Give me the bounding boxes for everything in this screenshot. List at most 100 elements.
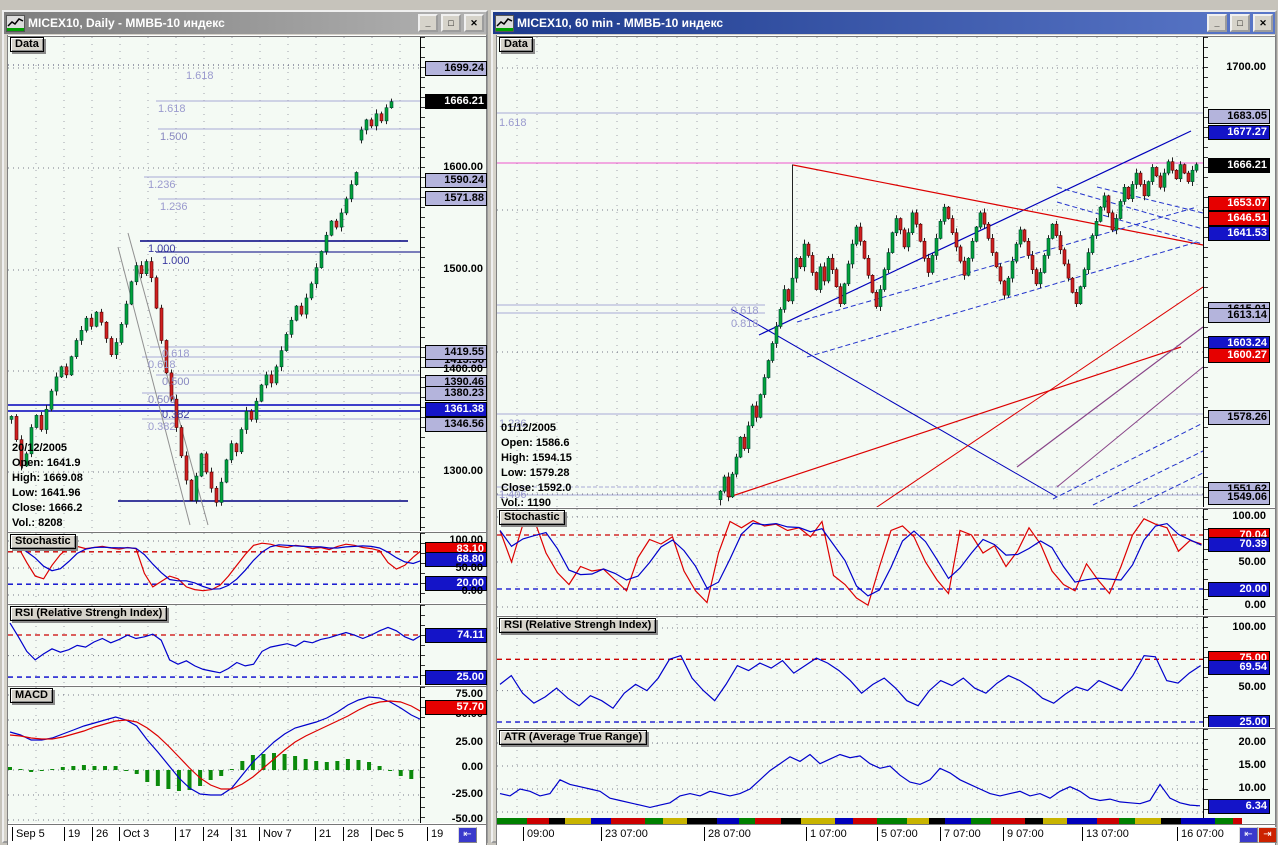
plot-rsi[interactable] <box>497 617 1203 732</box>
scale-label: 70.39 <box>1208 537 1270 552</box>
time-axis-tick: 23 07:00 <box>601 827 648 841</box>
pane-main: 1.618 1.618 1.500 1.236 1.236 1.000 1.000 0.618… <box>8 36 487 531</box>
time-axis-tick: Nov 7 <box>259 827 292 841</box>
fib-label: 0.382 <box>162 409 190 421</box>
ohlc-info: 01/12/2005 Open: 1586.6 High: 1594.15 Lo… <box>501 422 572 509</box>
session-segment <box>497 818 527 824</box>
chart-window-60min[interactable]: MICEX10, 60 min - ММВБ-10 индекс _ □ ✕ D… <box>491 10 1277 845</box>
titlebar-60min[interactable]: MICEX10, 60 min - ММВБ-10 индекс _ □ ✕ <box>493 12 1275 34</box>
scale-label: 1683.05 <box>1208 109 1270 124</box>
time-axis-tick: 19 <box>427 827 443 841</box>
scale-label: 1346.56 <box>425 417 487 432</box>
session-segment <box>687 818 717 824</box>
fib-label: 0.618 <box>731 305 759 317</box>
scale-label: 1571.88 <box>425 191 487 206</box>
time-axis-tick: 09:00 <box>523 827 555 841</box>
fib-label: 0.382 <box>148 421 176 433</box>
session-segment <box>611 818 645 824</box>
scale-label: 1300.00 <box>443 465 483 477</box>
scale-label: 20.00 <box>1238 736 1266 748</box>
time-axis-tick: 16 07:00 <box>1177 827 1224 841</box>
scale-label: 0.00 <box>461 761 483 773</box>
axis-scroll-button[interactable]: ⇥ <box>1258 827 1277 843</box>
axis-scroll-button[interactable]: ⇤ <box>1239 827 1258 843</box>
chart-client-area-daily[interactable]: Data 1.618 1.618 1.500 1.236 1.236 1.000 1.000 0… <box>7 35 487 845</box>
fib-label: 1.618 <box>158 103 186 115</box>
fib-label: 1.500 <box>160 131 188 143</box>
session-segment <box>781 818 801 824</box>
time-axis-tick: 7 07:00 <box>940 827 981 841</box>
pane-axis: 09:00 23 07:00 28 07:00 1 07:00 5 07:00 7 07:… <box>497 818 1277 845</box>
price-scale-rsi: 74.11 25.00 <box>420 605 487 685</box>
scale-label: 1666.21 <box>425 94 487 109</box>
session-segment <box>929 818 945 824</box>
fib-label: 1.618 <box>186 70 214 82</box>
indicator-label-rsi[interactable]: RSI (Relative Strengh Index) <box>10 606 168 621</box>
scale-label: 20.00 <box>1208 582 1270 597</box>
fib-label: 0.500 <box>148 394 176 406</box>
scale-label: 0.00 <box>1244 599 1266 611</box>
data-button[interactable]: Data <box>499 37 533 52</box>
time-axis-tick: 28 07:00 <box>704 827 751 841</box>
minimize-button[interactable]: _ <box>1207 14 1227 32</box>
plot-main[interactable]: 1.618 1.618 1.500 1.236 1.236 1.000 1.000 0.618… <box>8 37 420 536</box>
titlebar-daily[interactable]: MICEX10, Daily - ММВБ-10 индекс _ □ ✕ <box>4 12 486 34</box>
scale-label: 6.34 <box>1208 799 1270 814</box>
time-axis-tick: 21 <box>315 827 331 841</box>
chart-client-area-60min[interactable]: Data 1.618 0.618 0.818 1.236 1.406 01/12/2005 … <box>496 35 1277 845</box>
window-title: MICEX10, Daily - ММВБ-10 индекс <box>28 16 225 30</box>
fib-label: 1.000 <box>148 243 176 255</box>
maximize-button[interactable]: □ <box>441 14 461 32</box>
time-axis-tick: 13 07:00 <box>1082 827 1129 841</box>
session-segment <box>1043 818 1067 824</box>
axis-scroll-button[interactable]: ⇤ <box>458 827 477 843</box>
time-axis-tick: 1 07:00 <box>806 827 847 841</box>
time-axis-tick: 28 <box>343 827 359 841</box>
plot-main[interactable]: 1.618 0.618 0.818 1.236 1.406 01/12/2005 Open… <box>497 37 1204 512</box>
chart-window-daily[interactable]: MICEX10, Daily - ММВБ-10 индекс _ □ ✕ Da… <box>2 10 488 845</box>
pane-rsi: 100.00 75.00 69.54 50.00 25.00 RSI (Relative … <box>497 616 1275 730</box>
plot-stoch[interactable] <box>497 509 1203 620</box>
data-button[interactable]: Data <box>10 37 44 52</box>
plot-atr[interactable] <box>497 729 1203 828</box>
plot-stoch[interactable] <box>8 533 422 608</box>
price-scale-stoch: 100.00 83.10 68.80 50.00 20.00 0.00 <box>420 533 487 603</box>
scale-label: 1653.07 <box>1208 196 1270 211</box>
scale-label: 1646.51 <box>1208 211 1270 226</box>
indicator-label-rsi[interactable]: RSI (Relative Strengh Index) <box>499 618 657 633</box>
close-button[interactable]: ✕ <box>1253 14 1273 32</box>
scale-label: 100.00 <box>1232 621 1266 633</box>
scale-label: 10.00 <box>1238 782 1266 794</box>
indicator-label-macd[interactable]: MACD <box>10 688 53 703</box>
scale-label: 69.54 <box>1208 660 1270 675</box>
pane-axis: Sep 5 19 26 Oct 3 17 24 31 Nov 7 21 28 Dec 5 19 ⇤ <box>8 824 486 845</box>
scale-label: 1578.26 <box>1208 410 1270 425</box>
scale-label: 1699.24 <box>425 61 487 76</box>
scale-label: 1549.06 <box>1208 490 1270 505</box>
plot-macd[interactable] <box>8 687 424 828</box>
indicator-label-atr[interactable]: ATR (Average True Range) <box>499 730 648 745</box>
indicator-label-stoch[interactable]: Stochastic <box>499 510 565 525</box>
session-segment <box>801 818 835 824</box>
session-segment <box>663 818 687 824</box>
session-color-bar <box>497 818 1242 824</box>
indicator-label-stoch[interactable]: Stochastic <box>10 534 76 549</box>
maximize-button[interactable]: □ <box>1230 14 1250 32</box>
fib-label: 1.618 <box>499 117 527 129</box>
session-segment <box>971 818 991 824</box>
scale-label: 68.80 <box>425 552 487 567</box>
pane-rsi: 74.11 25.00 RSI (Relative Strengh Index) <box>8 604 487 685</box>
time-axis-tick: Oct 3 <box>119 827 149 841</box>
session-segment <box>1119 818 1135 824</box>
close-button[interactable]: ✕ <box>464 14 484 32</box>
time-axis-tick: 9 07:00 <box>1003 827 1044 841</box>
scale-label: 74.11 <box>425 628 487 643</box>
plot-rsi[interactable] <box>8 605 422 690</box>
session-segment <box>945 818 971 824</box>
fib-label: 1.000 <box>162 255 190 267</box>
fib-label: 1.236 <box>148 179 176 191</box>
minimize-button[interactable]: _ <box>418 14 438 32</box>
